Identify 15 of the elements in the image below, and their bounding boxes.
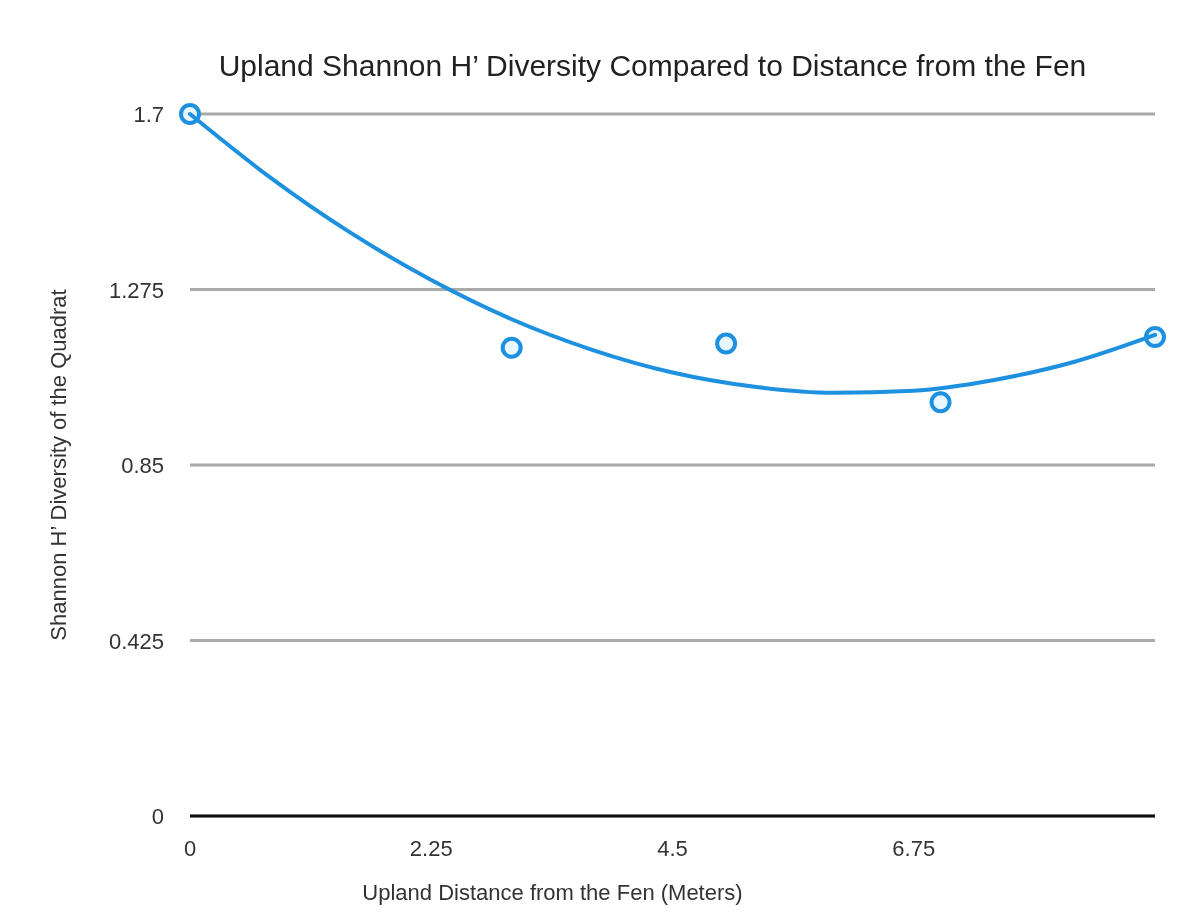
x-axis-title: Upland Distance from the Fen (Meters) bbox=[362, 880, 743, 905]
point bbox=[929, 391, 952, 414]
y-axis-title: Shannon H’ Diversity of the Quadrat bbox=[46, 289, 71, 641]
y-tick-label: 0.85 bbox=[121, 453, 164, 478]
y-tick-label: 0.425 bbox=[108, 628, 164, 654]
y-tick-label: 1.275 bbox=[108, 277, 164, 303]
x-tick-label: 2.25 bbox=[409, 836, 453, 861]
x-tick-label: 4.5 bbox=[657, 836, 688, 861]
chart-title: Upland Shannon H’ Diversity Compared to Distance from the Fen bbox=[218, 49, 1087, 82]
point bbox=[500, 336, 523, 359]
y-tick-label: 1.7 bbox=[133, 102, 164, 127]
x-tick-label: 6.75 bbox=[892, 836, 936, 861]
point bbox=[715, 332, 738, 355]
y-tick-label: 0 bbox=[151, 804, 164, 829]
x-tick-label: 0 bbox=[183, 836, 197, 861]
